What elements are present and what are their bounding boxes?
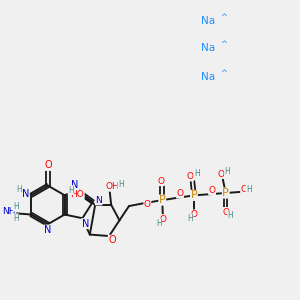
Text: H: H — [246, 185, 252, 194]
Text: H: H — [225, 167, 230, 176]
Text: O: O — [218, 169, 225, 178]
Text: O: O — [44, 160, 52, 170]
Text: P: P — [190, 190, 197, 200]
Text: NH: NH — [2, 207, 16, 216]
Text: O: O — [190, 210, 197, 219]
Text: H: H — [156, 219, 161, 228]
Text: H: H — [13, 202, 19, 211]
Text: O: O — [222, 208, 229, 217]
Text: P: P — [222, 188, 229, 198]
Text: H: H — [187, 214, 193, 223]
Text: Na: Na — [201, 43, 215, 52]
Text: N: N — [82, 219, 89, 229]
Text: H: H — [118, 180, 124, 189]
Text: O: O — [159, 214, 166, 224]
Text: O: O — [108, 235, 116, 245]
Text: H: H — [194, 169, 200, 178]
Text: HO: HO — [70, 190, 84, 199]
Text: N: N — [71, 180, 79, 190]
Text: O: O — [208, 186, 216, 195]
Text: H: H — [13, 214, 19, 223]
Text: H: H — [68, 186, 74, 195]
Text: Na: Na — [201, 16, 215, 26]
Text: P: P — [159, 195, 166, 205]
Text: O: O — [144, 200, 151, 209]
Text: O: O — [176, 189, 184, 198]
Text: Na: Na — [201, 72, 215, 82]
Text: ^: ^ — [220, 69, 227, 78]
Text: O: O — [187, 172, 194, 181]
Text: N: N — [44, 225, 52, 235]
Text: ^: ^ — [220, 40, 227, 49]
Text: H: H — [228, 211, 233, 220]
Text: O: O — [241, 185, 248, 194]
Text: H: H — [16, 185, 22, 194]
Text: N: N — [22, 189, 29, 199]
Text: N: N — [95, 196, 102, 205]
Text: OH: OH — [106, 182, 119, 191]
Text: ^: ^ — [220, 13, 227, 22]
Text: O: O — [157, 177, 164, 186]
